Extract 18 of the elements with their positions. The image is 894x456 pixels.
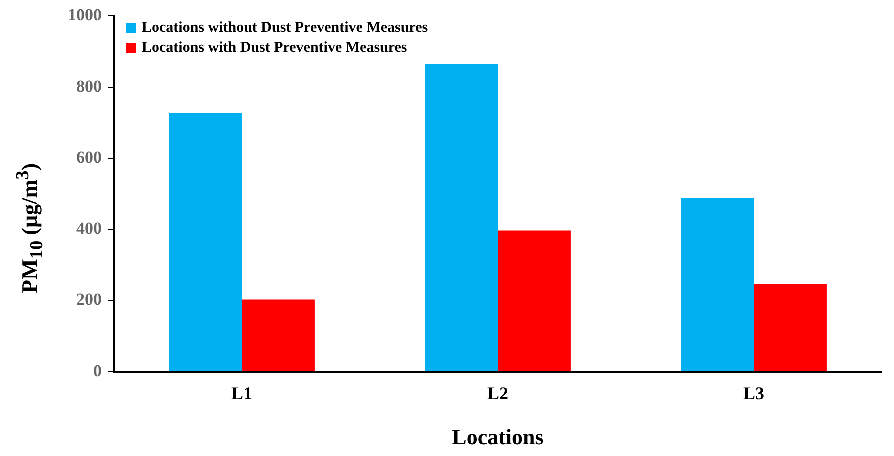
y-tick-label: 400 [76,219,102,238]
x-tick-label: L1 [231,383,253,404]
bar [425,64,498,372]
x-tick-label: L2 [487,383,509,404]
bar [498,230,571,372]
y-tick-label: 0 [94,361,102,380]
bar [242,300,315,372]
y-tick-label: 600 [76,148,102,167]
legend-label: Locations without Dust Preventive Measures [142,20,428,36]
y-tick-label: 800 [76,76,102,96]
x-tick-label: L3 [743,383,765,404]
x-axis-title: Locations [452,424,544,450]
bar [754,284,827,372]
bar [681,198,754,372]
bar [169,113,242,372]
y-tick-label: 1000 [68,6,102,25]
y-tick-label: 200 [76,290,102,310]
legend-label: Locations with Dust Preventive Measures [142,40,408,56]
